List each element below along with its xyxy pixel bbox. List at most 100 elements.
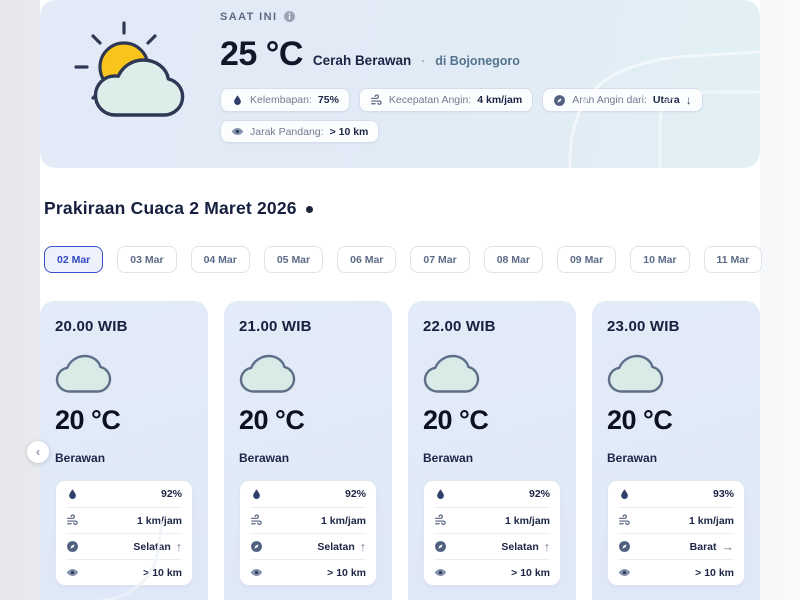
wind-speed-label: Kecepatan Angin: [388,94,472,106]
card-time: 22.00 WIB [423,318,496,335]
humidity-value: 92% [344,488,366,500]
wind-icon [250,514,263,527]
eye-icon [66,566,79,579]
visibility-row: > 10 km [434,559,550,585]
info-icon[interactable] [283,10,296,23]
compass-icon [434,540,447,553]
card-details: 92% 1 km/jam Selatan ↑ > 10 km [423,480,561,586]
forecast-card-2200: 22.00 WIB 20 °C Berawan 92% 1 km/jam [408,301,576,600]
forecast-title: Prakiraan Cuaca 2 Maret 2026 [44,198,297,218]
wind-value: 1 km/jam [137,514,182,527]
humidity-row: 92% [66,481,182,507]
date-tab-09-mar[interactable]: 09 Mar [556,246,617,273]
card-temperature: 20 °C [55,405,121,435]
cloud-icon [239,353,377,397]
date-tab-07-mar[interactable]: 07 Mar [410,246,470,273]
forecast-card-2000: 20.00 WIB 20 °C Berawan 92% 1 km/jam [40,301,208,600]
cloud-icon [607,353,745,397]
eye-icon [250,566,263,579]
direction-row: Selatan ↑ [434,533,550,559]
card-temperature: 20 °C [423,405,489,435]
card-condition: Berawan [423,451,474,465]
card-details: 92% 1 km/jam Selatan ↑ > 10 km [239,480,377,586]
wind-direction-label: Arah Angin dari: [572,94,647,106]
visibility-row: > 10 km [618,559,734,585]
date-tab-04-mar[interactable]: 04 Mar [190,246,250,273]
card-condition: Berawan [55,451,106,465]
droplet-icon [250,488,263,501]
content-column: SAAT INI 25 °C Cerah Berawan · di Bojone… [40,0,763,600]
direction-row: Selatan ↑ [66,533,182,559]
current-weather-main: SAAT INI 25 °C Cerah Berawan · di Bojone… [220,0,750,168]
wind-row: 1 km/jam [250,507,366,533]
date-tabs: 02 Mar 03 Mar 04 Mar 05 Mar 06 Mar 07 Ma… [44,246,763,273]
date-tab-11-mar[interactable]: 11 Mar [703,246,763,273]
wind-value: 1 km/jam [321,514,366,527]
visibility-value: > 10 km [143,566,182,579]
card-condition: Berawan [239,451,290,465]
eye-icon [618,566,631,579]
hourly-forecast-cards: 20.00 WIB 20 °C Berawan 92% 1 km/jam [40,301,760,600]
wind-icon [66,514,79,527]
sun-cloud-illustration [60,0,220,168]
droplet-icon [231,94,244,107]
wind-icon [370,94,383,107]
card-details: 92% 1 km/jam Selatan ↑ > 10 km [55,480,193,586]
wind-direction-value: Utara [652,94,680,106]
date-tab-05-mar[interactable]: 05 Mar [263,246,324,273]
compass-icon [553,94,566,107]
humidity-pill: Kelembapan: 75% [220,88,350,112]
card-time: 23.00 WIB [607,318,680,335]
cloud-icon [55,353,193,397]
wind-value: 1 km/jam [505,514,550,527]
direction-value: Barat [689,540,717,553]
compass-icon [250,540,263,553]
direction-value: Selatan [317,540,355,553]
date-tab-02-mar[interactable]: 02 Mar [44,246,104,273]
forecast-header: Prakiraan Cuaca 2 Maret 2026 [44,198,760,219]
visibility-value: > 10 km [327,566,366,579]
info-dot-icon[interactable] [305,206,313,213]
current-stats: Kelembapan: 75% Kecepatan Angin: 4 km/ja… [220,88,750,143]
date-tab-10-mar[interactable]: 10 Mar [630,246,690,273]
card-time: 20.00 WIB [55,318,128,335]
visibility-pill: Jarak Pandang: > 10 km [220,120,380,143]
humidity-value: 92% [528,488,550,500]
wind-row: 1 km/jam [434,507,550,533]
date-tab-06-mar[interactable]: 06 Mar [337,246,397,273]
wind-row: 1 km/jam [618,507,734,533]
compass-icon [618,540,631,553]
wind-icon [618,514,631,527]
direction-value: Selatan [501,540,539,553]
visibility-label: Jarak Pandang: [250,125,324,138]
card-details: 93% 1 km/jam Barat → > 10 km [607,480,745,586]
eye-icon [434,566,447,579]
wind-icon [434,514,447,527]
carousel-prev-button[interactable]: ‹ [27,441,49,463]
humidity-value: 75% [317,94,339,106]
current-condition: Cerah Berawan [312,53,412,68]
direction-arrow-icon: ↑ [543,539,550,554]
current-weather-panel: SAAT INI 25 °C Cerah Berawan · di Bojone… [40,0,760,168]
droplet-icon [434,488,447,501]
card-condition: Berawan [607,451,658,465]
wind-speed-pill: Kecepatan Angin: 4 km/jam [358,88,534,112]
visibility-value: > 10 km [329,125,369,138]
date-tab-08-mar[interactable]: 08 Mar [483,246,543,273]
current-temperature: 25 °C [220,35,303,73]
wind-direction-arrow-icon: ↓ [685,93,692,107]
date-tab-03-mar[interactable]: 03 Mar [117,246,177,273]
humidity-row: 92% [250,481,366,507]
direction-value: Selatan [133,540,171,553]
direction-arrow-icon: ↑ [175,539,182,554]
current-location: di Bojonegoro [435,54,520,68]
forecast-card-2100: 21.00 WIB 20 °C Berawan 92% 1 km/jam [224,301,392,600]
current-label: SAAT INI [220,10,278,23]
wind-direction-pill: Arah Angin dari: Utara ↓ [542,88,703,112]
separator-dot: · [421,54,426,68]
card-temperature: 20 °C [239,405,305,435]
wind-value: 1 km/jam [689,514,734,527]
visibility-value: > 10 km [511,566,550,579]
eye-icon [231,125,244,138]
